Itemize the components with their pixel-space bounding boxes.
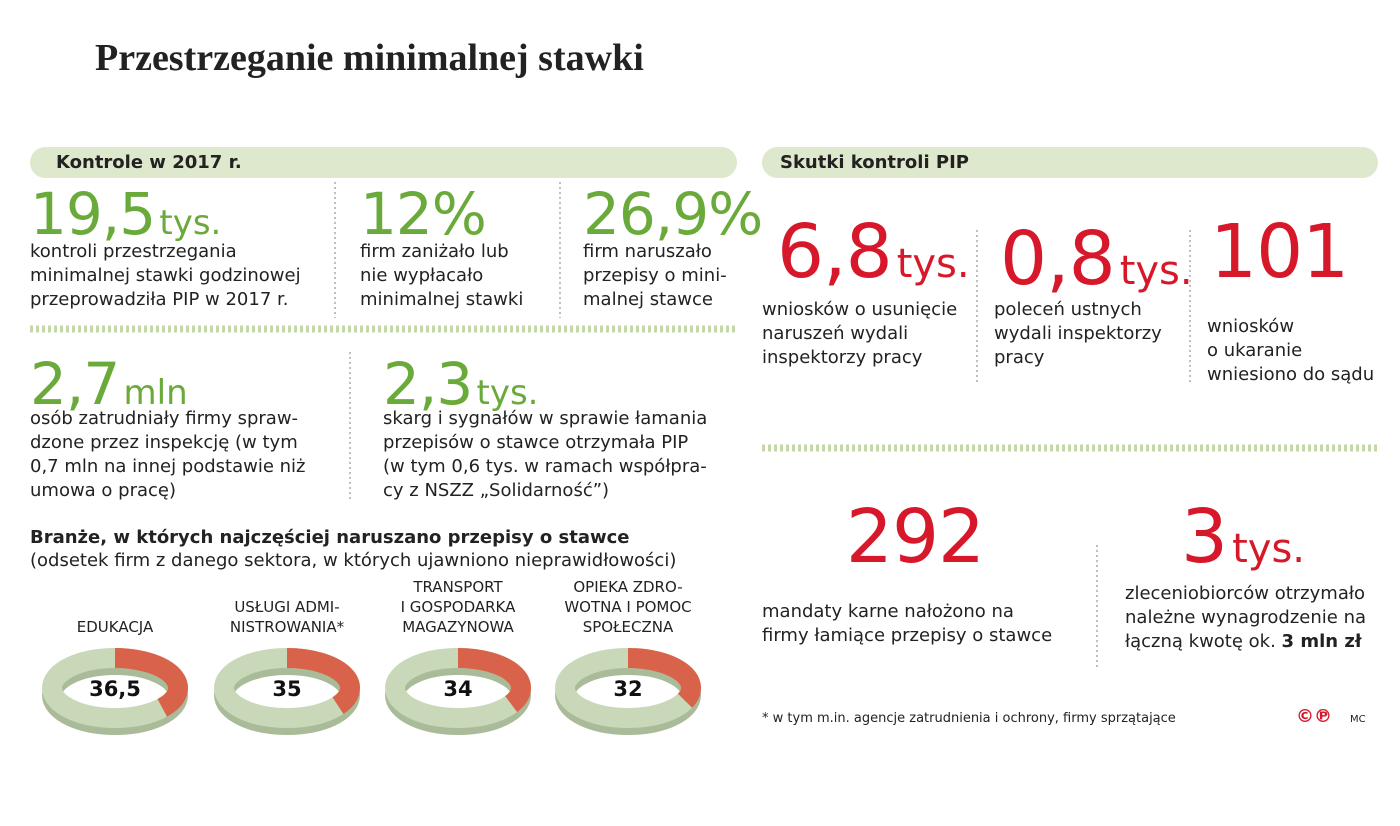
chart-title: Branże, w których najczęściej naruszano … [30,527,630,548]
value-label: 34 [443,677,472,701]
section-header: Kontrole w 2017 r. [30,147,737,178]
credit: MC [1350,714,1366,725]
stat-value: 292 [845,494,985,580]
category-label: TRANSPORT I GOSPODARKA MAGAZYNOWA [400,578,516,636]
category-label: EDUKACJA [76,618,154,636]
stat-number: 2,7 mln [30,355,188,413]
stat-value: 12% [360,180,487,248]
stat-text: wniosków o ukaranie wniesiono do sądu [1207,315,1374,387]
stat-unit: tys. [159,203,222,243]
donut-segment [114,648,188,717]
stat-caption: firm zaniżało lub nie wypłacało minimaln… [360,241,524,310]
stat-caption: osób zatrudniały firmy spraw- dzone prze… [30,408,306,501]
logo: ©℗ [1296,706,1332,727]
stat-text: osób zatrudniały firmy spraw- dzone prze… [30,407,306,503]
value-label: 35 [272,677,301,701]
stat-number: 292 [846,500,985,574]
stat-number: 101 [1210,215,1349,289]
stat-unit: tys. [1119,248,1193,294]
stat-caption: kontroli przestrzegania minimalnej stawk… [30,241,301,310]
stat-caption: poleceń ustnych wydali inspektorzy pracy [994,299,1162,368]
stat-number: 19,5 tys. [30,185,221,243]
stat-text: kontroli przestrzegania minimalnej stawk… [30,240,301,312]
stat-value: 26,9% [583,180,763,248]
stat-text: firm zaniżało lub nie wypłacało minimaln… [360,240,523,312]
stat-text: mandaty karne nałożono na firmy łamiące … [762,600,1052,648]
stat-caption: wniosków o ukaranie wniesiono do sądu [1207,316,1375,385]
stat-caption: wniosków o usunięcie naruszeń wydali ins… [762,299,958,368]
stat-value: 3 [1180,494,1228,580]
stat-text: zleceniobiorców otrzymało należne wynagr… [1125,582,1366,654]
header-text: Kontrole w 2017 r. [56,152,242,173]
stat-number: 2,3 tys. [383,355,538,413]
footnote: * w tym m.in. agencje zatrudnienia i och… [762,711,1176,726]
stat-number: 6,8 tys. [777,215,970,289]
stat-value: 19,5 [30,180,156,248]
stat-caption: zleceniobiorców otrzymało należne wynagr… [1125,583,1367,652]
stat-value: 101 [1210,209,1349,295]
stat-caption: skarg i sygnałów w sprawie łamania przep… [383,408,708,501]
stat-number: 12% [360,185,487,243]
title: Przestrzeganie minimalnej stawki [95,37,644,79]
stat-unit: tys. [1232,526,1306,572]
stat-value: 6,8 [777,209,893,295]
stat-caption: mandaty karne nałożono na firmy łamiące … [762,601,1053,646]
section-header: Skutki kontroli PIP [762,147,1378,178]
stat-value: 2,3 [383,350,473,418]
stat-unit: mln [123,373,188,413]
stat-text: firm naruszało przepisy o mini- malnej s… [583,240,727,312]
stat-bold: 3 mln zł [1281,631,1362,652]
chart-subtitle: (odsetek firm z danego sektora, w któryc… [30,550,677,571]
donut-segment [457,648,531,713]
stat-text: wniosków o usunięcie naruszeń wydali ins… [762,298,957,370]
dividers [334,182,1191,670]
category-label: USŁUGI ADMI- NISTROWANIA* [229,598,345,636]
stat-unit: tys. [476,373,539,413]
donut-segment [286,648,360,714]
stat-text: skarg i sygnałów w sprawie łamania przep… [383,407,707,503]
category-label: OPIEKA ZDRO- WOTNA I POMOC SPOŁECZNA [564,578,692,636]
value-label: 36,5 [89,677,141,701]
stat-text: poleceń ustnych wydali inspektorzy pracy [994,298,1162,370]
stat-caption: firm naruszało przepisy o mini- malnej s… [583,241,727,310]
header-text: Skutki kontroli PIP [780,152,969,173]
stat-value: 2,7 [30,350,120,418]
stat-value: 0,8 [1000,216,1116,302]
stat-number: 26,9% [583,185,763,243]
value-label: 32 [613,677,642,701]
stat-number: 0,8 tys. [1000,222,1193,296]
donut-segment [627,648,701,708]
stat-unit: tys. [896,241,970,287]
stat-number: 3 tys. [1181,500,1305,574]
